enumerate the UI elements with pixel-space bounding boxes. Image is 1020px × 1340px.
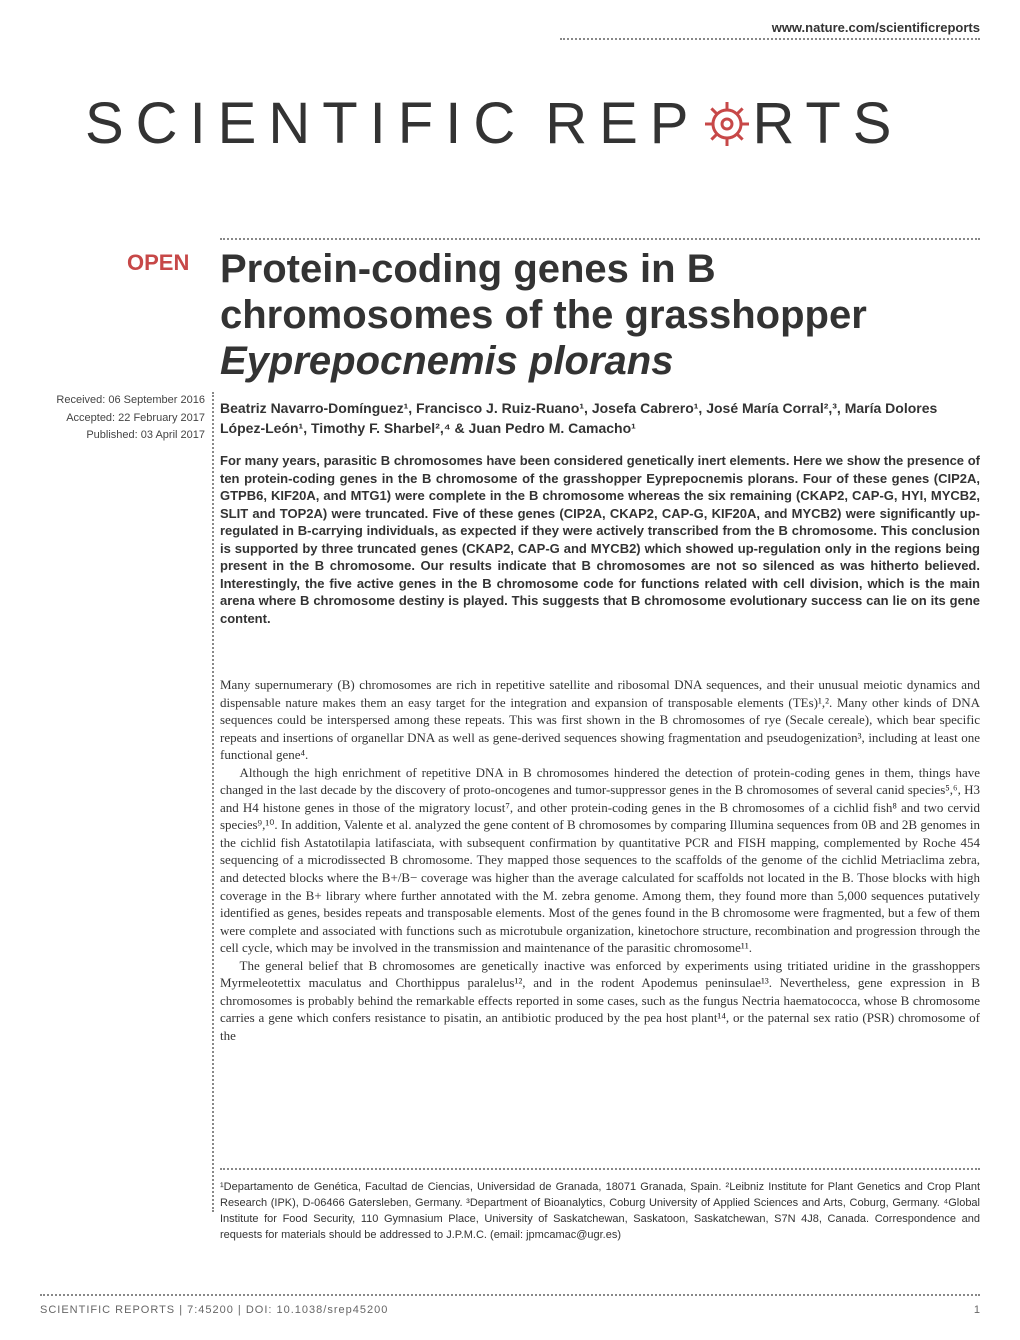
title-line-3: Eyprepocnemis plorans bbox=[220, 339, 673, 383]
open-access-badge: OPEN bbox=[127, 250, 189, 276]
affiliations: ¹Departamento de Genética, Facultad de C… bbox=[220, 1168, 980, 1244]
body-p2: Although the high enrichment of repetiti… bbox=[220, 764, 980, 957]
body-text: Many supernumerary (B) chromosomes are r… bbox=[220, 676, 980, 1044]
published-date: Published: 03 April 2017 bbox=[40, 427, 205, 445]
body-p1: Many supernumerary (B) chromosomes are r… bbox=[220, 676, 980, 764]
header-divider bbox=[560, 38, 980, 40]
gear-icon bbox=[697, 94, 757, 154]
page-number: 1 bbox=[974, 1304, 980, 1316]
abstract: For many years, parasitic B chromosomes … bbox=[220, 452, 980, 627]
article-dates: Received: 06 September 2016 Accepted: 22… bbox=[40, 392, 205, 445]
page-footer: SCIENTIFIC REPORTS | 7:45200 | DOI: 10.1… bbox=[40, 1294, 980, 1316]
logo-text-1: SCIENTIFIC bbox=[85, 90, 527, 157]
received-date: Received: 06 September 2016 bbox=[40, 392, 205, 410]
title-top-divider bbox=[220, 238, 980, 240]
vertical-divider bbox=[212, 392, 214, 1212]
title-line-1: Protein-coding genes in B bbox=[220, 247, 716, 291]
footer-citation: SCIENTIFIC REPORTS | 7:45200 | DOI: 10.1… bbox=[40, 1304, 388, 1316]
article-title: Protein-coding genes in B chromosomes of… bbox=[220, 246, 980, 384]
logo-text-2: REP bbox=[545, 90, 700, 157]
title-line-2: chromosomes of the grasshopper bbox=[220, 293, 867, 337]
logo-text-3: RTS bbox=[753, 90, 904, 157]
body-p3: The general belief that B chromosomes ar… bbox=[220, 957, 980, 1045]
journal-logo: SCIENTIFIC REP RTS bbox=[85, 90, 903, 157]
author-list: Beatriz Navarro-Domínguez¹, Francisco J.… bbox=[220, 399, 980, 438]
header-url: www.nature.com/scientificreports bbox=[772, 20, 980, 35]
accepted-date: Accepted: 22 February 2017 bbox=[40, 410, 205, 428]
